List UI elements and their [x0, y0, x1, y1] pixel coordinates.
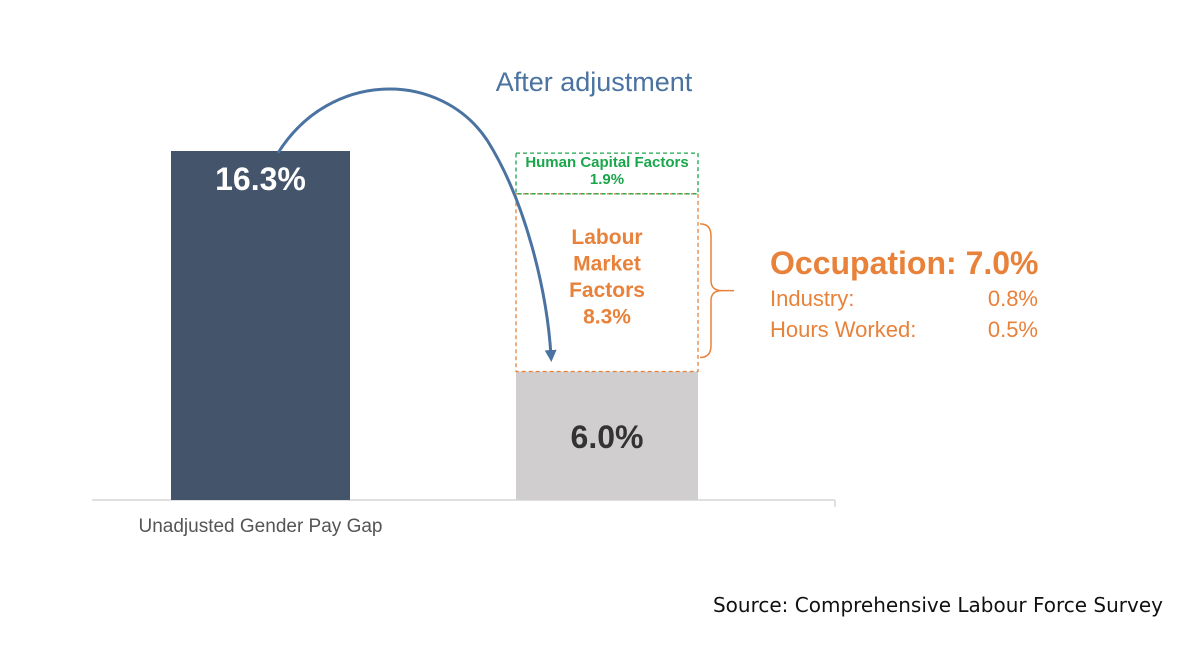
arrow-label: After adjustment	[496, 67, 693, 97]
breakdown-brace	[699, 223, 734, 359]
segment-human-capital-factors	[515, 152, 699, 195]
bar-unadjusted	[171, 151, 350, 500]
breakdown-industry-label: Industry:	[770, 286, 854, 311]
human-capital-label-line-1: Human Capital Factors	[525, 154, 688, 171]
breakdown-hours-label: Hours Worked:	[770, 317, 916, 342]
bar-adjusted	[516, 371, 698, 500]
bar-value-label-unadjusted: 16.3%	[215, 161, 306, 197]
category-label-unadjusted: Unadjusted Gender Pay Gap	[139, 516, 383, 537]
labour-market-label-line-4: 8.3%	[583, 305, 631, 328]
bar-value-label-adjusted: 6.0%	[571, 419, 644, 455]
breakdown-heading: Occupation: 7.0%	[770, 245, 1039, 281]
adjustment-arrow	[276, 87, 557, 362]
labour-market-label: Labour Market Factors 8.3%	[569, 226, 645, 329]
segment-labour-market-factors	[515, 193, 699, 373]
human-capital-label-line-2: 1.9%	[590, 171, 624, 188]
labour-market-label-line-1: Labour	[571, 226, 642, 249]
breakdown-hours-value: 0.5%	[988, 317, 1038, 342]
source-note: Source: Comprehensive Labour Force Surve…	[713, 593, 1163, 617]
labour-market-label-line-3: Factors	[569, 279, 645, 302]
breakdown-industry-value: 0.8%	[988, 286, 1038, 311]
human-capital-label: Human Capital Factors 1.9%	[525, 154, 688, 188]
labour-market-label-line-2: Market	[573, 252, 641, 275]
